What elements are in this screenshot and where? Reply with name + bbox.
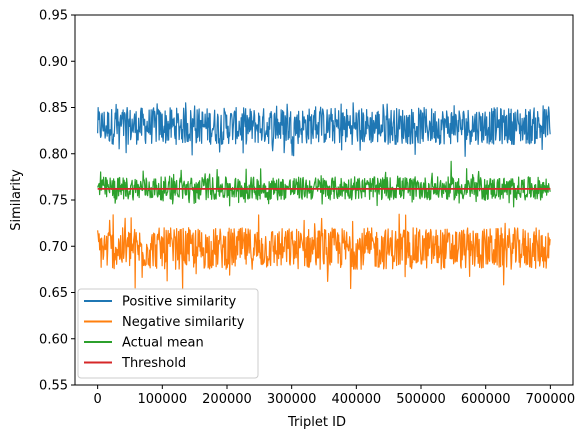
- legend: Positive similarity Negative similarity Ac…: [77, 288, 259, 379]
- y-axis-label: Similarity: [9, 169, 24, 231]
- x-tick-label: 400000: [332, 392, 382, 407]
- x-tick-label: 100000: [137, 392, 187, 407]
- y-tick-label: 0.80: [39, 147, 68, 162]
- y-tick-label: 0.75: [39, 194, 68, 209]
- series-line-2: [97, 160, 551, 208]
- legend-label-3: Threshold: [121, 356, 186, 371]
- x-tick-label: 500000: [396, 392, 446, 407]
- x-tick-label: 200000: [202, 392, 252, 407]
- y-tick-label: 0.55: [39, 379, 68, 394]
- plot-area: [97, 102, 551, 290]
- legend-label-2: Actual mean: [122, 336, 204, 351]
- x-tick-label: 0: [93, 392, 101, 407]
- x-tick-label: 600000: [461, 392, 511, 407]
- x-tick-label: 300000: [267, 392, 317, 407]
- axes: 0 100000 200000 300000 400000 500000 600000 700…: [39, 9, 575, 408]
- legend-label-1: Negative similarity: [122, 315, 245, 330]
- legend-box: [77, 288, 259, 379]
- y-tick-label: 0.90: [39, 55, 68, 70]
- series-line-1: [97, 213, 551, 290]
- y-tick-label: 0.95: [39, 9, 68, 24]
- series-line-0: [97, 102, 551, 157]
- y-tick-label: 0.65: [39, 286, 68, 301]
- x-tick-label: 700000: [526, 392, 576, 407]
- y-tick-label: 0.70: [39, 240, 68, 255]
- y-tick-label: 0.85: [39, 101, 68, 116]
- y-tick-label: 0.60: [39, 332, 68, 347]
- x-axis-label: Triplet ID: [287, 415, 346, 430]
- legend-label-0: Positive similarity: [122, 295, 237, 310]
